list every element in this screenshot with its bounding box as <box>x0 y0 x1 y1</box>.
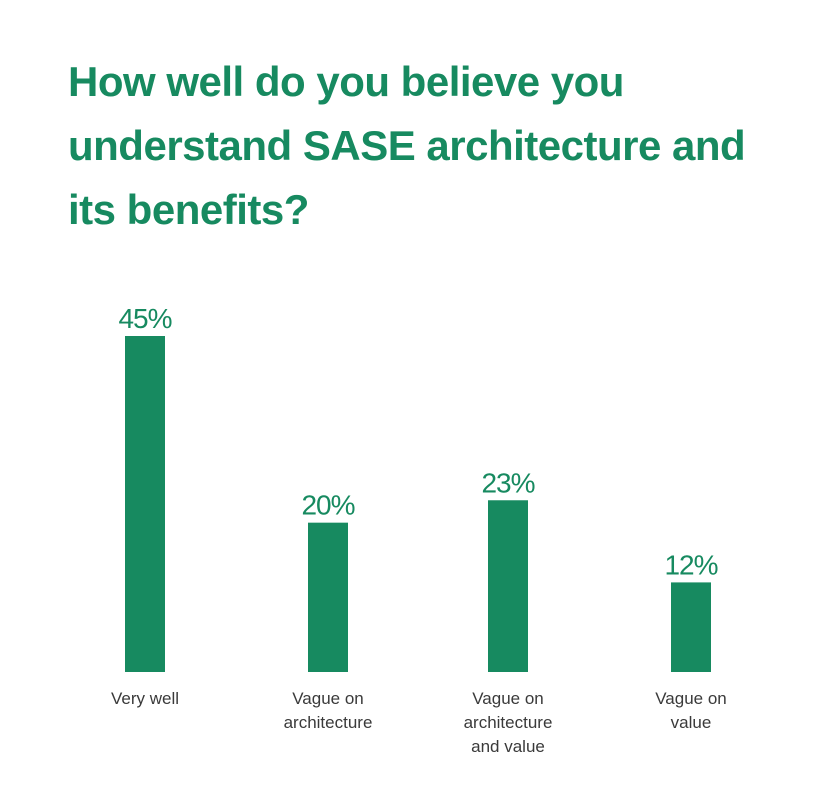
value-label-2: 20% <box>301 490 354 521</box>
category-labels-group: Very well Vague on architecture Vague on arc… <box>111 689 727 756</box>
category-label-line: and value <box>471 737 545 756</box>
bars-group <box>125 336 711 672</box>
category-label-line: Very well <box>111 689 179 708</box>
category-label-1: Very well <box>111 689 179 708</box>
category-label-line: Vague on <box>655 689 727 708</box>
category-label-4: Vague on value <box>655 689 727 732</box>
category-label-line: architecture <box>464 713 553 732</box>
category-label-line: Vague on <box>472 689 544 708</box>
category-label-3: Vague on architecture and value <box>464 689 553 756</box>
bar-4 <box>671 582 711 672</box>
category-label-line: Vague on <box>292 689 364 708</box>
category-label-2: Vague on architecture <box>284 689 373 732</box>
bar-2 <box>308 522 348 672</box>
bar-3 <box>488 500 528 672</box>
value-label-3: 23% <box>481 467 534 498</box>
value-label-4: 12% <box>664 549 717 580</box>
chart-title: How well do you believe you understand S… <box>68 58 746 233</box>
value-label-1: 45% <box>118 303 171 334</box>
category-label-line: value <box>671 713 712 732</box>
category-label-line: architecture <box>284 713 373 732</box>
bar-1 <box>125 336 165 672</box>
value-labels-group: 45% 20% 23% 12% <box>118 303 718 580</box>
